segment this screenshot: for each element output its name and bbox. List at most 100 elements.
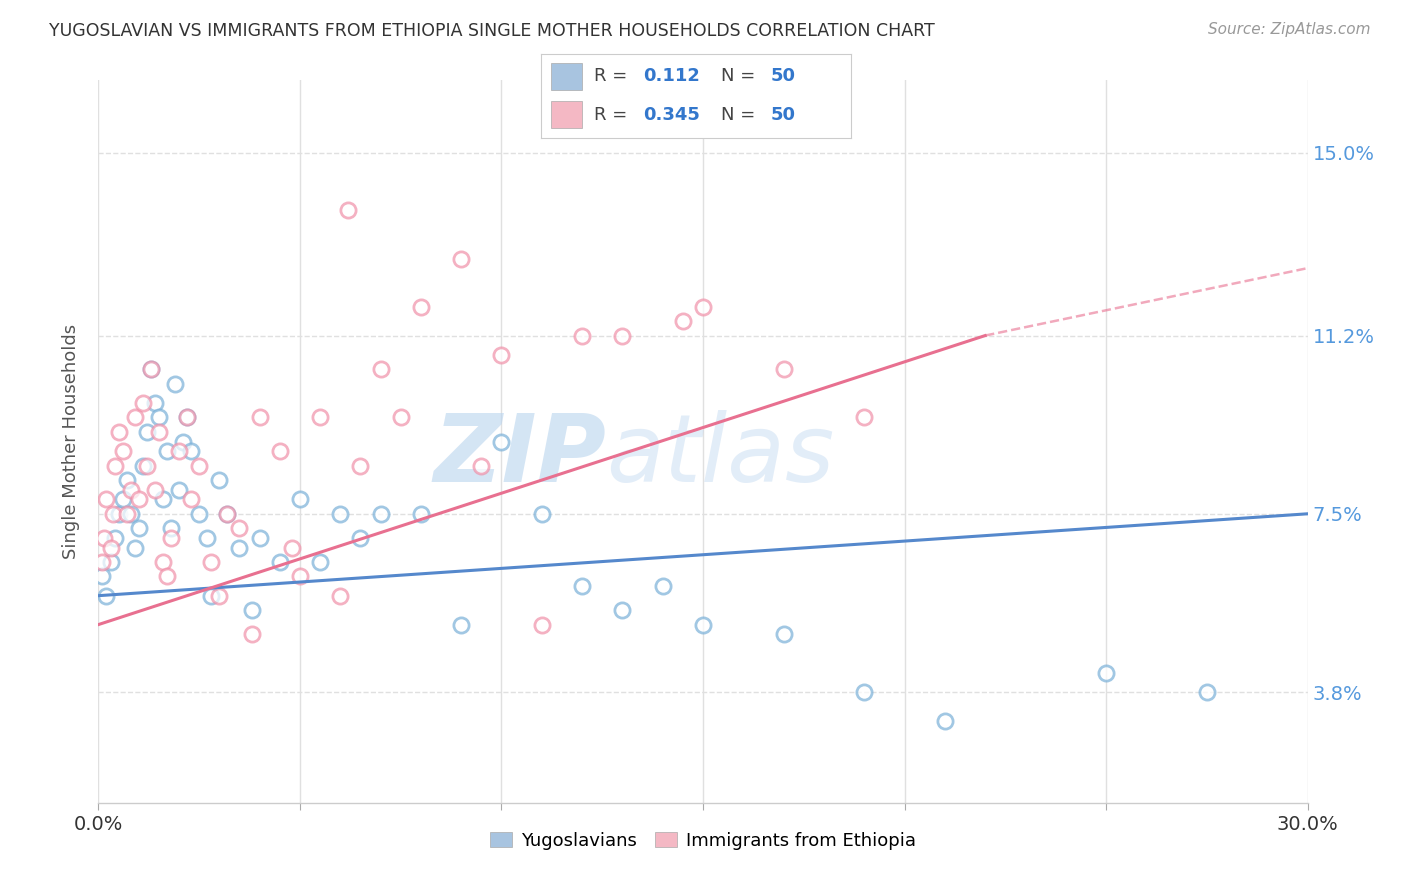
Bar (551, 101, 582, 128)
Point (111, 444, 134, 458)
Point (124, 410, 146, 425)
Point (470, 458, 492, 473)
Point (389, 410, 412, 425)
Point (208, 589, 231, 603)
Point (148, 410, 170, 425)
Point (172, 434, 194, 449)
Point (167, 483, 190, 497)
Point (217, 507, 239, 521)
Point (156, 444, 179, 458)
Point (115, 507, 138, 521)
Point (103, 458, 125, 473)
Point (152, 492, 174, 507)
Point (692, 300, 714, 314)
Point (491, 434, 513, 449)
Point (337, 203, 360, 218)
Point (107, 425, 129, 439)
Point (132, 458, 155, 473)
Point (309, 410, 332, 425)
Point (672, 314, 695, 328)
Text: 0.345: 0.345 (644, 105, 700, 123)
Point (370, 362, 392, 376)
Point (530, 507, 553, 521)
Point (96, 492, 118, 507)
Point (176, 410, 198, 425)
Text: 50: 50 (770, 68, 796, 86)
Text: N =: N = (721, 105, 761, 123)
Point (853, 685, 876, 699)
Point (135, 425, 157, 439)
Point (101, 507, 124, 521)
Point (450, 617, 472, 632)
Text: Source: ZipAtlas.com: Source: ZipAtlas.com (1208, 22, 1371, 37)
Point (124, 541, 146, 555)
Point (228, 521, 250, 535)
Point (530, 617, 553, 632)
Point (188, 507, 211, 521)
Point (491, 348, 513, 362)
Text: 0.112: 0.112 (644, 68, 700, 86)
Point (772, 627, 794, 641)
Point (200, 589, 222, 603)
Point (309, 555, 332, 569)
Point (612, 603, 634, 617)
Point (132, 396, 155, 410)
Point (100, 541, 122, 555)
Point (91, 555, 114, 569)
Point (1095, 665, 1118, 680)
Legend: Yugoslavians, Immigrants from Ethiopia: Yugoslavians, Immigrants from Ethiopia (481, 822, 925, 859)
Point (180, 492, 202, 507)
Point (228, 541, 250, 555)
Bar (551, 62, 582, 90)
Point (152, 555, 174, 569)
Point (571, 579, 593, 593)
Point (249, 531, 271, 545)
Point (100, 555, 122, 569)
Point (143, 396, 166, 410)
Point (349, 458, 371, 473)
Text: YUGOSLAVIAN VS IMMIGRANTS FROM ETHIOPIA SINGLE MOTHER HOUSEHOLDS CORRELATION CHA: YUGOSLAVIAN VS IMMIGRANTS FROM ETHIOPIA … (49, 22, 935, 40)
Point (93, 531, 115, 545)
Point (612, 328, 634, 343)
Point (200, 555, 222, 569)
Point (409, 300, 432, 314)
Point (329, 507, 352, 521)
Point (139, 362, 162, 376)
Point (450, 252, 472, 266)
Point (349, 531, 371, 545)
Point (160, 531, 183, 545)
Point (107, 507, 129, 521)
Point (288, 569, 311, 583)
Point (128, 492, 150, 507)
Y-axis label: Single Mother Households: Single Mother Households (62, 324, 80, 559)
Point (160, 521, 183, 535)
Point (188, 458, 211, 473)
Point (135, 458, 157, 473)
Point (240, 627, 263, 641)
Text: N =: N = (721, 68, 761, 86)
Point (269, 555, 291, 569)
Point (120, 483, 142, 497)
Point (156, 569, 179, 583)
Point (288, 492, 311, 507)
Point (208, 473, 231, 487)
Text: 50: 50 (770, 105, 796, 123)
Point (195, 531, 218, 545)
Point (249, 410, 271, 425)
Point (409, 507, 432, 521)
Point (148, 425, 170, 439)
Point (772, 362, 794, 376)
Point (651, 579, 673, 593)
Point (1195, 685, 1218, 699)
Point (180, 444, 202, 458)
Point (139, 362, 162, 376)
Point (103, 531, 125, 545)
Point (96, 589, 118, 603)
Point (217, 507, 239, 521)
Text: atlas: atlas (606, 410, 835, 501)
Text: R =: R = (593, 105, 633, 123)
Point (115, 473, 138, 487)
Point (692, 617, 714, 632)
Point (934, 714, 956, 728)
Point (329, 589, 352, 603)
